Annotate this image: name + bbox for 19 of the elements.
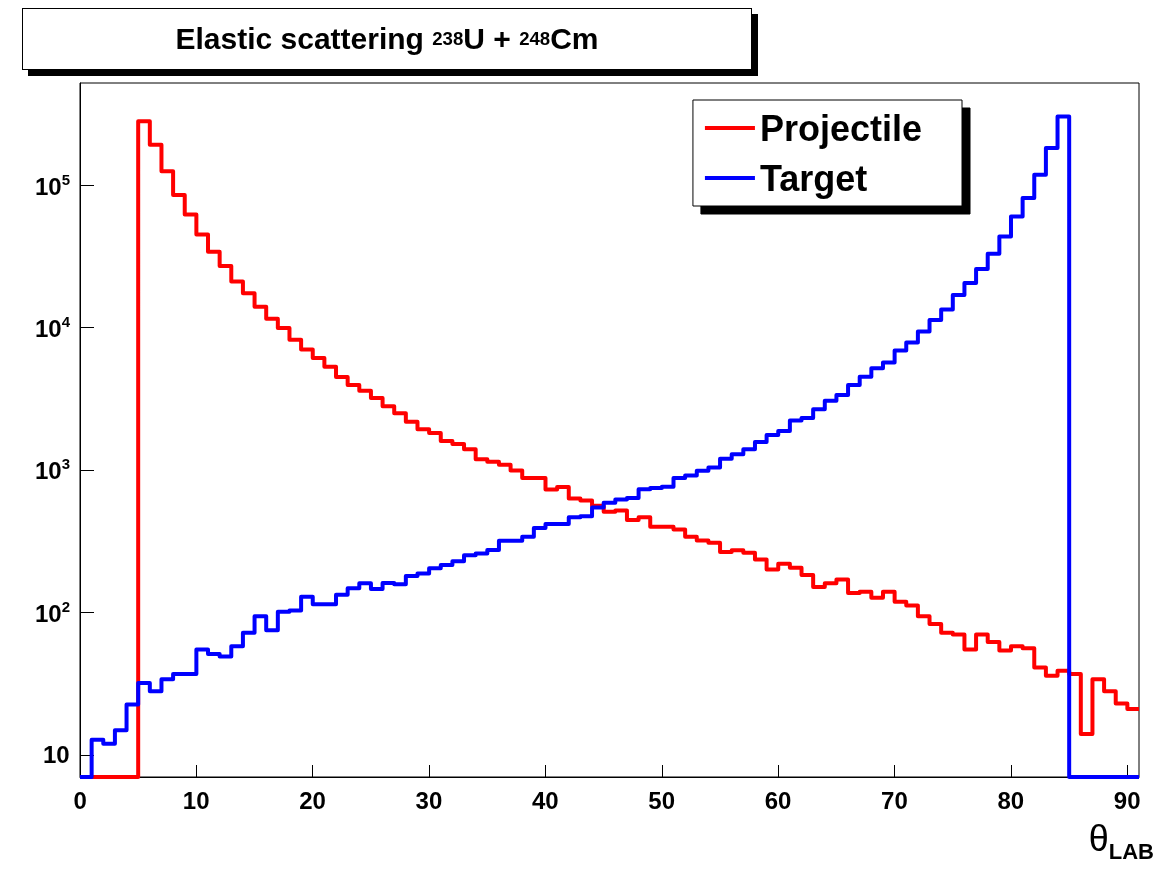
x-tick-label: 30 [415,787,443,814]
legend-label: Target [759,157,868,199]
x-tick-label: 60 [764,787,792,814]
x-tick-label: 50 [648,787,676,814]
x-tick-label: 80 [997,787,1025,814]
chart-title: Elastic scattering $^{238}$U + $^{248}$Cm [22,8,752,70]
y-tick-label: 10 [43,740,70,768]
x-axis-title: θ$_{LAB}$ [1088,818,1154,866]
legend-label: Projectile [759,107,923,149]
x-tick-label: 10 [182,787,210,814]
y-tick-label: 10$^{3}$ [35,455,71,485]
y-tick-label: 10$^{4}$ [35,312,71,342]
x-tick-label: 20 [299,787,326,814]
x-tick-label: 90 [1113,787,1141,814]
y-tick-label: 10$^{5}$ [35,170,71,200]
x-tick-label: 40 [531,787,559,814]
x-tick-label: 70 [881,787,908,814]
y-tick-label: 10$^{2}$ [35,597,71,627]
x-tick-label: 0 [73,787,87,814]
